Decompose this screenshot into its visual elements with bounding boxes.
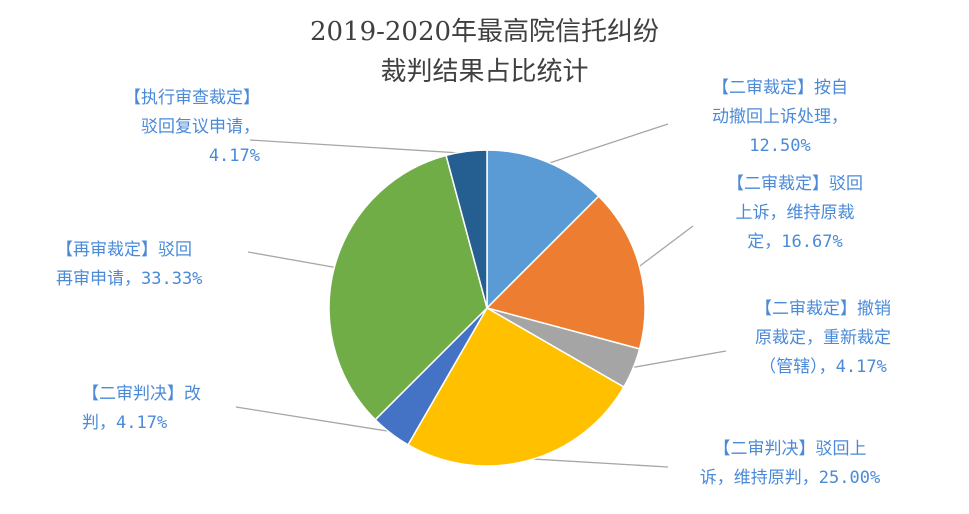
- leader-line-4: [527, 458, 669, 468]
- leader-line-3: [631, 350, 727, 369]
- chart-title-line-1: 2019-2020年最高院信托纠纷: [309, 17, 660, 47]
- data-label-1: 【二审裁定】按自 动撤回上诉处理， 12.50%: [665, 74, 895, 161]
- pie-slice-1: [486, 149, 600, 310]
- data-label-7-line-3: 4.17%: [208, 146, 260, 166]
- pie-slices: [328, 149, 646, 467]
- data-label-7-line-1: 【执行审查裁定】: [124, 88, 260, 108]
- data-label-2: 【二审裁定】驳回 上诉，维持原裁 定，16.67%: [690, 170, 900, 257]
- data-label-4: 【二审判决】驳回上 诉，维持原判，25.00%: [665, 435, 915, 493]
- pie-slice-2: [485, 195, 646, 350]
- data-label-5-line-2: 判，4.17%: [82, 413, 168, 433]
- data-label-6: 【再审裁定】驳回 再审申请，33.33%: [56, 236, 256, 294]
- data-label-2-line-2: 上诉，维持原裁: [735, 203, 855, 223]
- data-label-2-line-3: 定，16.67%: [747, 232, 843, 252]
- pie-slice-6: [328, 154, 488, 421]
- data-label-3-line-3: （管辖），4.17%: [759, 357, 887, 377]
- data-label-4-line-1: 【二审判决】驳回上: [713, 439, 867, 459]
- leader-line-5: [235, 406, 393, 433]
- data-label-3-line-2: 原裁定，重新裁定: [755, 328, 891, 348]
- leader-line-6: [247, 251, 337, 269]
- data-label-1-line-2: 动撤回上诉处理，: [712, 107, 848, 127]
- chart-title: 2019-2020年最高院信托纠纷 裁判结果占比统计: [220, 12, 749, 92]
- data-label-3: 【二审裁定】撤销 原裁定，重新裁定 （管辖），4.17%: [723, 295, 923, 382]
- data-label-6-line-2: 再审申请，33.33%: [56, 269, 203, 289]
- data-label-6-line-1: 【再审裁定】驳回: [56, 240, 192, 260]
- leader-line-1: [546, 123, 669, 165]
- chart-title-line-2: 裁判结果占比统计: [380, 57, 589, 87]
- data-label-7: 【执行审查裁定】驳回复议申请， 4.17%: [70, 84, 260, 171]
- data-label-5: 【二审判决】改 判，4.17%: [82, 380, 252, 438]
- data-label-3-line-1: 【二审裁定】撤销: [755, 299, 891, 319]
- data-label-2-line-1: 【二审裁定】驳回: [727, 174, 863, 194]
- data-label-1-line-1: 【二审裁定】按自: [712, 78, 848, 98]
- pie-slice-4: [406, 306, 625, 467]
- data-label-4-line-2: 诉，维持原判，25.00%: [699, 468, 881, 488]
- leader-line-7: [249, 139, 467, 154]
- data-label-5-line-1: 【二审判决】改: [82, 384, 201, 404]
- pie-slice-7: [445, 149, 488, 309]
- leader-line-2: [637, 225, 694, 269]
- data-label-7-line-2: 驳回复议申请，: [141, 117, 260, 137]
- data-label-1-line-3: 12.50%: [749, 136, 811, 156]
- leader-lines: [235, 123, 727, 468]
